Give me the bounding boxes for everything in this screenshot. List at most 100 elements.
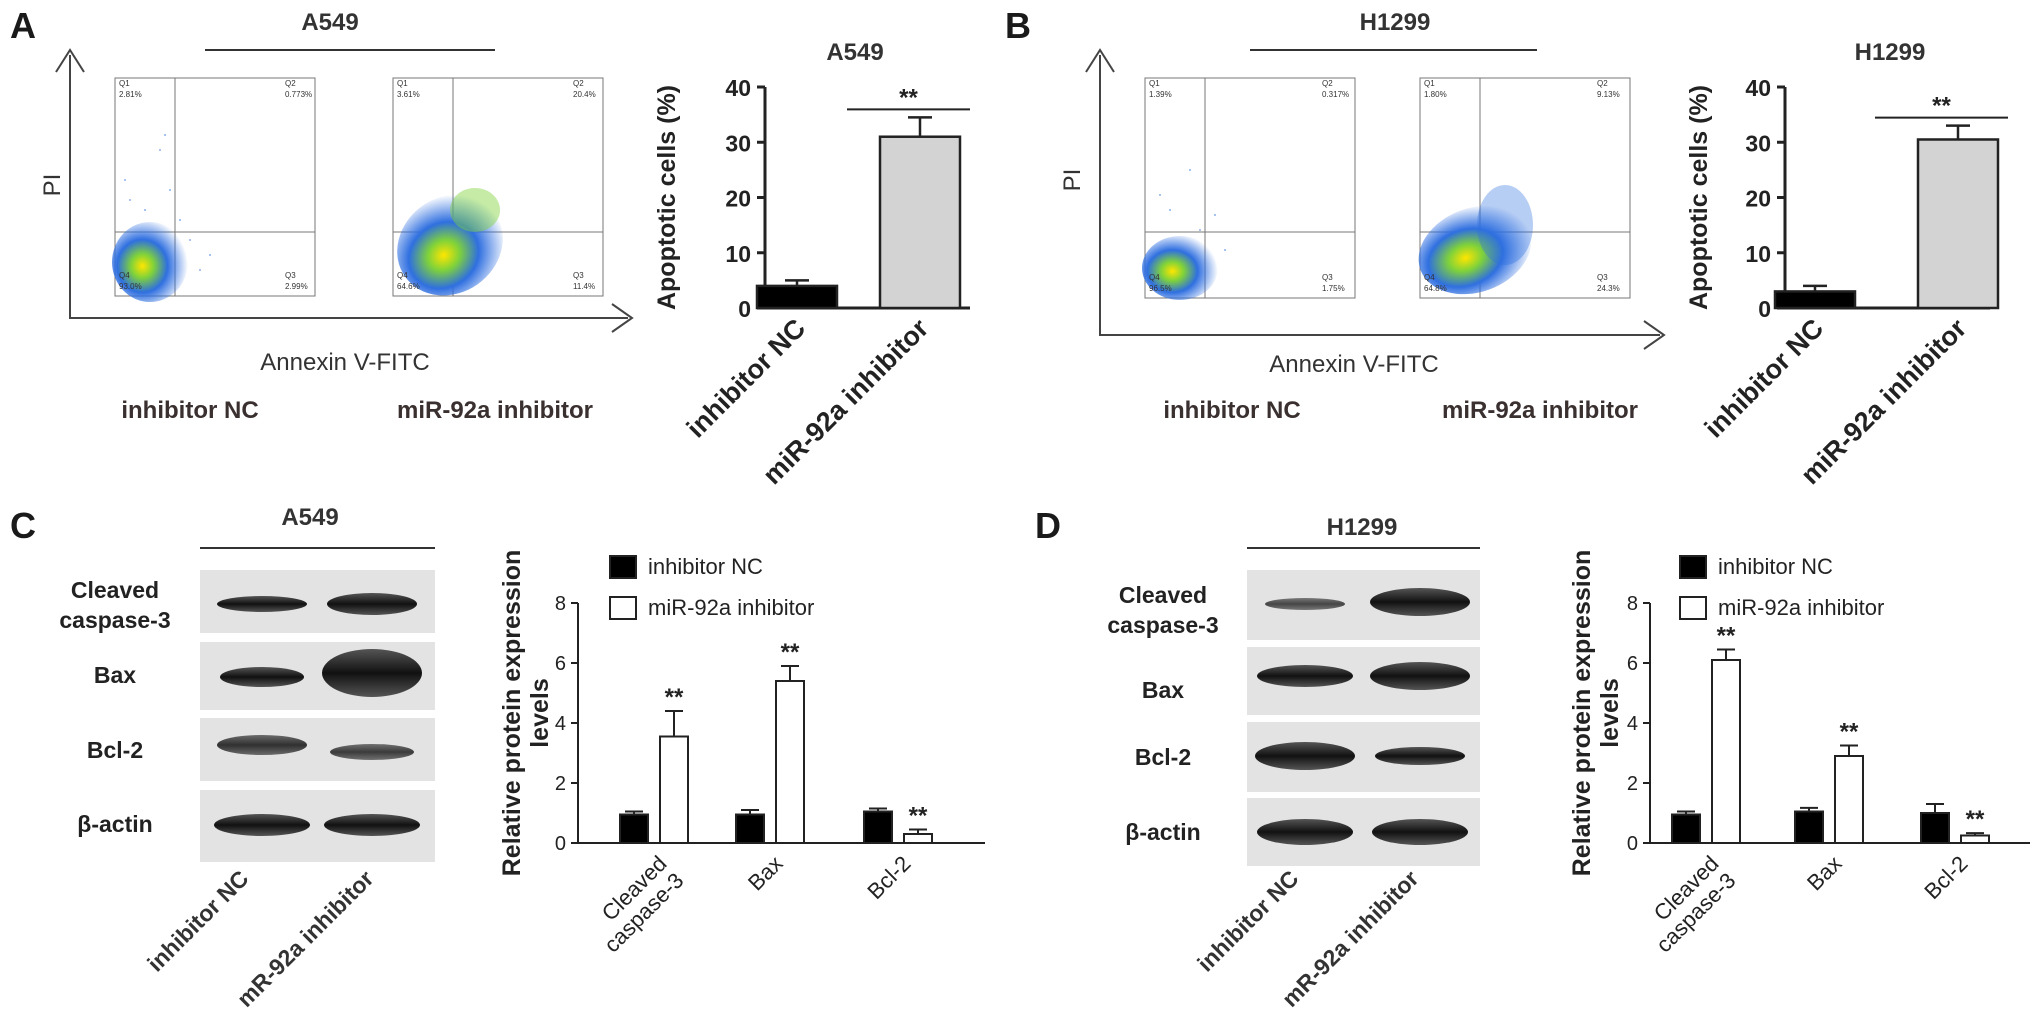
flow-ylabel: PI xyxy=(39,174,66,197)
significance-mark: ** xyxy=(1717,623,1736,650)
flow-axis-y-arrow xyxy=(55,48,85,73)
cell-density-cloud xyxy=(450,188,500,232)
quadrant-label: Q4 xyxy=(119,271,130,280)
cell-line-header: H1299 xyxy=(1360,9,1431,36)
blot-band xyxy=(214,814,310,836)
quadrant-label: Q2 xyxy=(573,79,584,88)
quadrant-label: Q1 xyxy=(1149,79,1160,88)
quadrant-value: 9.13% xyxy=(1597,90,1620,99)
chart-title: H1299 xyxy=(1855,39,1926,66)
y-tick-label: 0 xyxy=(1627,833,1638,855)
legend-swatch xyxy=(609,596,637,620)
x-category-label: Bcl-2 xyxy=(1919,851,1972,904)
quadrant-value: 64.6% xyxy=(397,282,420,291)
bar xyxy=(1794,810,1824,844)
y-tick-label: 10 xyxy=(1745,241,1771,267)
blot-row-label: Bax xyxy=(1142,677,1184,703)
group-label-inhibitor: miR-92a inhibitor xyxy=(397,397,593,424)
bar xyxy=(775,680,805,844)
blot-row-label: Bcl-2 xyxy=(87,737,143,763)
x-category-label: Bax xyxy=(1802,851,1846,895)
bar xyxy=(659,735,689,844)
flow-axes xyxy=(69,55,628,319)
y-tick-label: 4 xyxy=(1627,713,1638,735)
legend-swatch xyxy=(1679,555,1707,579)
scatter-dots xyxy=(124,134,211,271)
blot-row-label: β-actin xyxy=(77,811,152,837)
blot-band xyxy=(1370,588,1470,616)
quadrant-value: 11.4% xyxy=(573,282,595,291)
y-tick-label: 2 xyxy=(1627,773,1638,795)
bar xyxy=(1671,813,1701,844)
blot-band xyxy=(217,735,307,755)
y-tick-label: 30 xyxy=(725,130,751,156)
chart-title: A549 xyxy=(826,39,883,66)
quadrant-value: 64.8% xyxy=(1424,284,1447,293)
blot-lane-label: mR-92a inhibitor xyxy=(232,865,379,1012)
blot-row-label: Cleaved caspase-3 xyxy=(59,577,170,633)
flow-axes xyxy=(1099,55,1660,336)
y-tick-label: 30 xyxy=(1745,130,1771,156)
y-axis-label: Apoptotic cells (%) xyxy=(653,85,681,310)
bar xyxy=(878,135,962,310)
blot-band xyxy=(1375,747,1465,765)
bar xyxy=(735,813,765,844)
quadrant-value: 0.317% xyxy=(1322,90,1349,99)
panel-letter-c: C xyxy=(10,505,36,546)
blot-row-label: β-actin xyxy=(1125,819,1200,845)
legend-label: miR-92a inhibitor xyxy=(1718,595,1884,620)
y-axis-label: Relative protein expression xyxy=(498,550,526,877)
quadrant-value: 2.81% xyxy=(119,90,142,99)
panel-letter-a: A xyxy=(10,5,36,46)
y-tick-label: 0 xyxy=(555,833,566,855)
x-category-label: Bax xyxy=(743,851,787,895)
flow-xlabel: Annexin V-FITC xyxy=(260,349,429,376)
bar xyxy=(1773,290,1857,310)
blot-band xyxy=(1257,819,1353,845)
quadrant-value: 1.75% xyxy=(1322,284,1345,293)
quadrant-label: Q3 xyxy=(573,271,584,280)
y-tick-label: 4 xyxy=(555,713,566,735)
bar xyxy=(1920,812,1950,844)
western-blot xyxy=(1247,570,1480,866)
flow-axis-y-arrow xyxy=(1085,48,1115,73)
blot-band xyxy=(322,649,422,697)
bar-chart-d: 0 2 4 6 8 Relative protein expression levels in… xyxy=(1568,550,2030,957)
blot-band xyxy=(1255,742,1355,770)
y-tick-label: 6 xyxy=(1627,653,1638,675)
blot-band xyxy=(1257,665,1353,687)
y-axis-label: Relative protein expression xyxy=(1568,550,1596,877)
panel-a: A PI Annexin V-FITC A549 Q1 2.81% Q2 0.7… xyxy=(10,5,634,424)
cell-density-cloud xyxy=(112,222,188,302)
quadrant-value: 1.80% xyxy=(1424,90,1447,99)
quadrant-value: 93.0% xyxy=(119,282,142,291)
blot-band xyxy=(324,814,420,836)
panel-d: D H1299 Cleaved caspase-3 Bax Bcl-2 β-act… xyxy=(1035,505,1480,1012)
bar xyxy=(1711,659,1741,844)
cell-density-cloud xyxy=(1477,185,1533,265)
flow-plot-inhibitor: Q1 3.61% Q2 20.4% Q3 11.4% Q4 64.6% xyxy=(392,77,604,297)
quadrant-value: 20.4% xyxy=(573,90,596,99)
quadrant-label: Q4 xyxy=(1424,273,1435,282)
blot-row-label: Bcl-2 xyxy=(1135,744,1191,770)
blot-band xyxy=(220,667,304,687)
cell-line-header: H1299 xyxy=(1327,514,1398,541)
cell-density-cloud xyxy=(1418,205,1532,295)
y-tick-label: 20 xyxy=(725,186,751,212)
flow-axis-x-arrow xyxy=(1643,320,1666,350)
blot-band xyxy=(1265,598,1345,610)
y-tick-label: 8 xyxy=(1627,593,1638,615)
legend-swatch xyxy=(609,555,637,579)
flow-axis-x-arrow xyxy=(611,303,634,333)
y-tick-label: 40 xyxy=(725,75,751,101)
western-blot xyxy=(200,570,435,862)
bar xyxy=(863,810,893,844)
cell-density-cloud xyxy=(1142,236,1218,300)
flow-plot-inhibitor: Q1 1.80% Q2 9.13% Q3 24.3% Q4 64.8% xyxy=(1418,77,1631,299)
bar xyxy=(903,833,933,844)
y-tick-label: 2 xyxy=(555,773,566,795)
blot-band xyxy=(217,596,307,612)
quadrant-label: Q4 xyxy=(397,271,408,280)
panel-c: C A549 Cleaved caspase-3 Bax Bcl-2 β-acti… xyxy=(10,504,435,1012)
